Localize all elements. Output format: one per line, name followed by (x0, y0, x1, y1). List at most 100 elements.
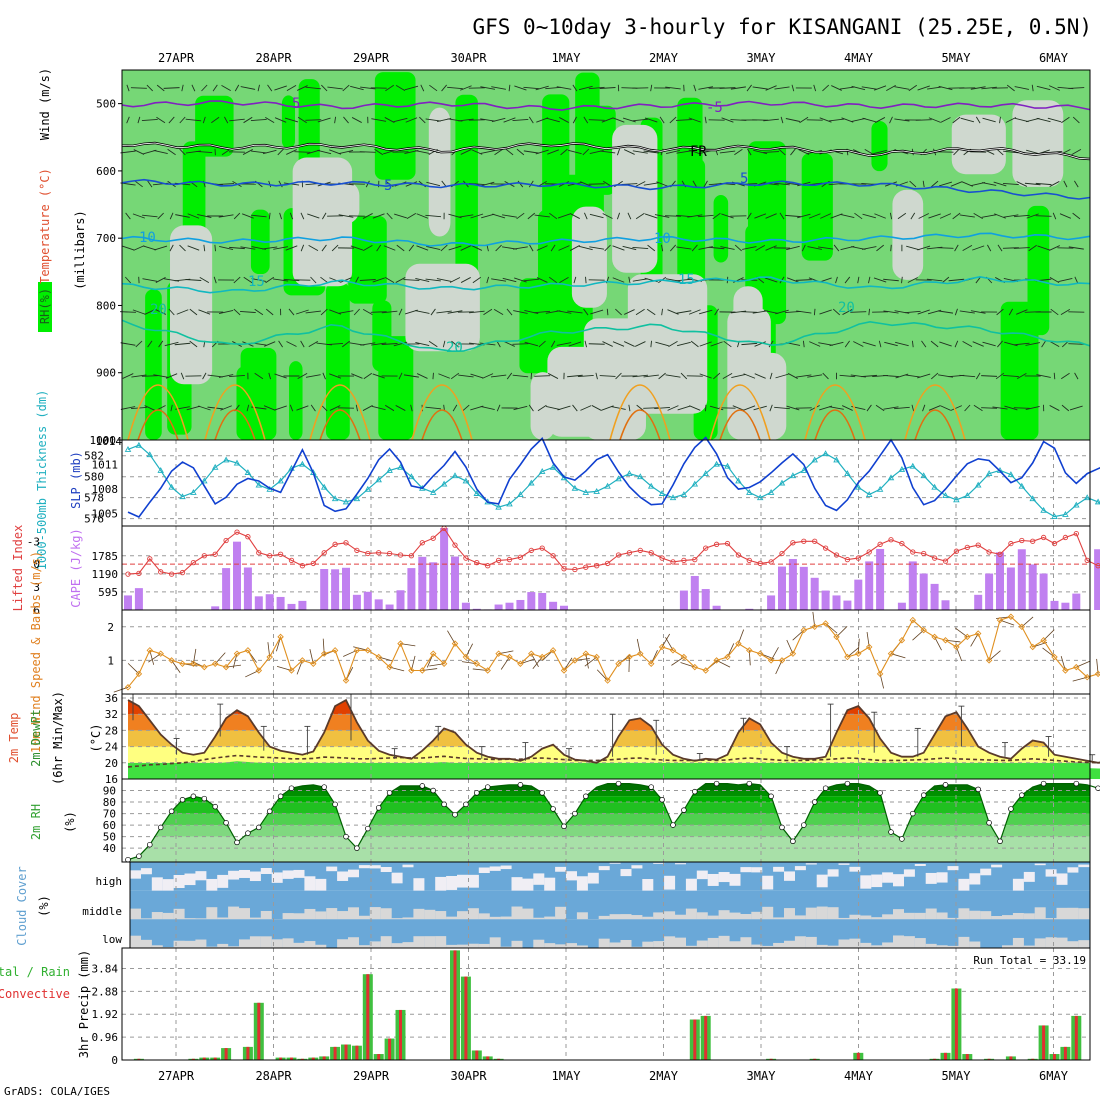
cape-bar (985, 573, 994, 610)
li-point (1019, 537, 1025, 544)
wind-barb (420, 84, 425, 92)
thickness-point (201, 477, 208, 484)
thickness-axis-label: 1000-500mb Thickness (dm) (35, 390, 49, 571)
li-point (386, 550, 393, 557)
wind-barb (763, 151, 780, 153)
cloud-cell (849, 914, 861, 920)
wind-speed-point (168, 657, 175, 664)
rh-low-region (170, 225, 213, 385)
cloud-cell (402, 942, 414, 948)
li-point (670, 559, 676, 565)
wind-barb-10m (596, 669, 608, 681)
wind-speed-point (985, 657, 993, 664)
wind-speed-point (1029, 643, 1036, 651)
rh-point (822, 785, 829, 791)
li-point (125, 571, 131, 577)
wind-barb-10m (563, 657, 573, 671)
wind-barb-10m (792, 629, 805, 641)
date-label-bottom: 29APR (353, 1069, 390, 1083)
wind-speed-point (658, 643, 666, 651)
li-point (626, 550, 633, 556)
cloud-cell (184, 918, 196, 920)
rh-high-region (281, 95, 296, 149)
wind-barb (359, 151, 376, 153)
cape-bar (287, 603, 296, 610)
cloud-cell (893, 874, 904, 887)
li-point (1062, 534, 1069, 541)
wind-barb (263, 405, 276, 411)
wind-barb (305, 119, 322, 121)
wind-barb (545, 406, 561, 410)
wind-barb (930, 372, 939, 380)
wind-barb (528, 404, 534, 412)
cloud-cell (1034, 907, 1046, 920)
li-point (495, 557, 502, 564)
warm-contour-inner (214, 409, 256, 441)
wind-barb (462, 404, 470, 412)
rh-point (190, 793, 197, 800)
wind-barb (703, 180, 708, 188)
wind-barb (218, 183, 235, 185)
cloud-cell (947, 917, 959, 920)
cape-bar (1061, 602, 1070, 610)
wind-barb (174, 342, 191, 346)
precip-conv-bar (246, 1046, 250, 1060)
wind-barb (676, 150, 692, 154)
wind-speed-point (953, 643, 960, 651)
wind-barb (436, 310, 452, 314)
li-point (724, 540, 731, 547)
footer-credit: GrADS: COLA/IGES (4, 1085, 110, 1098)
li-point (506, 556, 513, 563)
wind-barb (583, 116, 589, 124)
rh-point (583, 793, 589, 800)
cloud-cell (391, 943, 403, 948)
cloud-cell (631, 946, 643, 948)
contour-label: 20 (446, 340, 463, 356)
cloud-cell (544, 943, 556, 948)
wind-barb (568, 149, 582, 155)
precip-conv-bar (213, 1057, 217, 1060)
cloud-cell (358, 945, 370, 948)
rh-point (125, 856, 131, 863)
cloud-cell (151, 877, 163, 893)
li-point (1084, 557, 1090, 564)
wind-barb (470, 373, 484, 379)
cloud-cell (533, 917, 545, 920)
wind-barb (981, 375, 998, 377)
wind-barb (432, 372, 434, 380)
wind-barb (393, 117, 408, 123)
precip-conv-bar (322, 1056, 326, 1060)
wind-speed-point (974, 630, 982, 637)
thickness-point (964, 492, 971, 499)
cloud-cell (903, 869, 915, 877)
rh-low-region (292, 157, 353, 287)
li-point (1008, 540, 1014, 547)
cloud-cell (173, 908, 185, 920)
wind-barb (502, 277, 517, 283)
wind-barb (828, 118, 845, 122)
li-point (888, 537, 894, 543)
wind-barb (577, 374, 594, 378)
temp-axis-label: (6hr Min/Max) (51, 691, 65, 785)
wind-barb (538, 340, 546, 348)
wind-barb (602, 341, 613, 347)
wind-barb (798, 149, 810, 155)
cloud-cell (675, 937, 686, 948)
wind-barb (229, 375, 245, 377)
thickness-point (800, 466, 808, 473)
wind-speed-point (549, 647, 557, 654)
precip-axis-label: 3hr Precip (mm) (77, 950, 91, 1058)
y-tick-label: 1000 (90, 434, 117, 447)
wind-barb (676, 310, 692, 314)
precip-conv-bar (377, 1054, 381, 1060)
wind-barb (243, 116, 253, 124)
wind-barb (514, 85, 527, 91)
rh-point (779, 824, 785, 831)
wind-speed-point (1083, 673, 1091, 681)
thickness-point (1018, 482, 1026, 489)
cloud-cell (871, 874, 883, 888)
wind-barb (181, 84, 184, 92)
cloud-cell (424, 936, 436, 948)
thickness-point (397, 463, 404, 470)
wind-barb (1059, 213, 1072, 219)
